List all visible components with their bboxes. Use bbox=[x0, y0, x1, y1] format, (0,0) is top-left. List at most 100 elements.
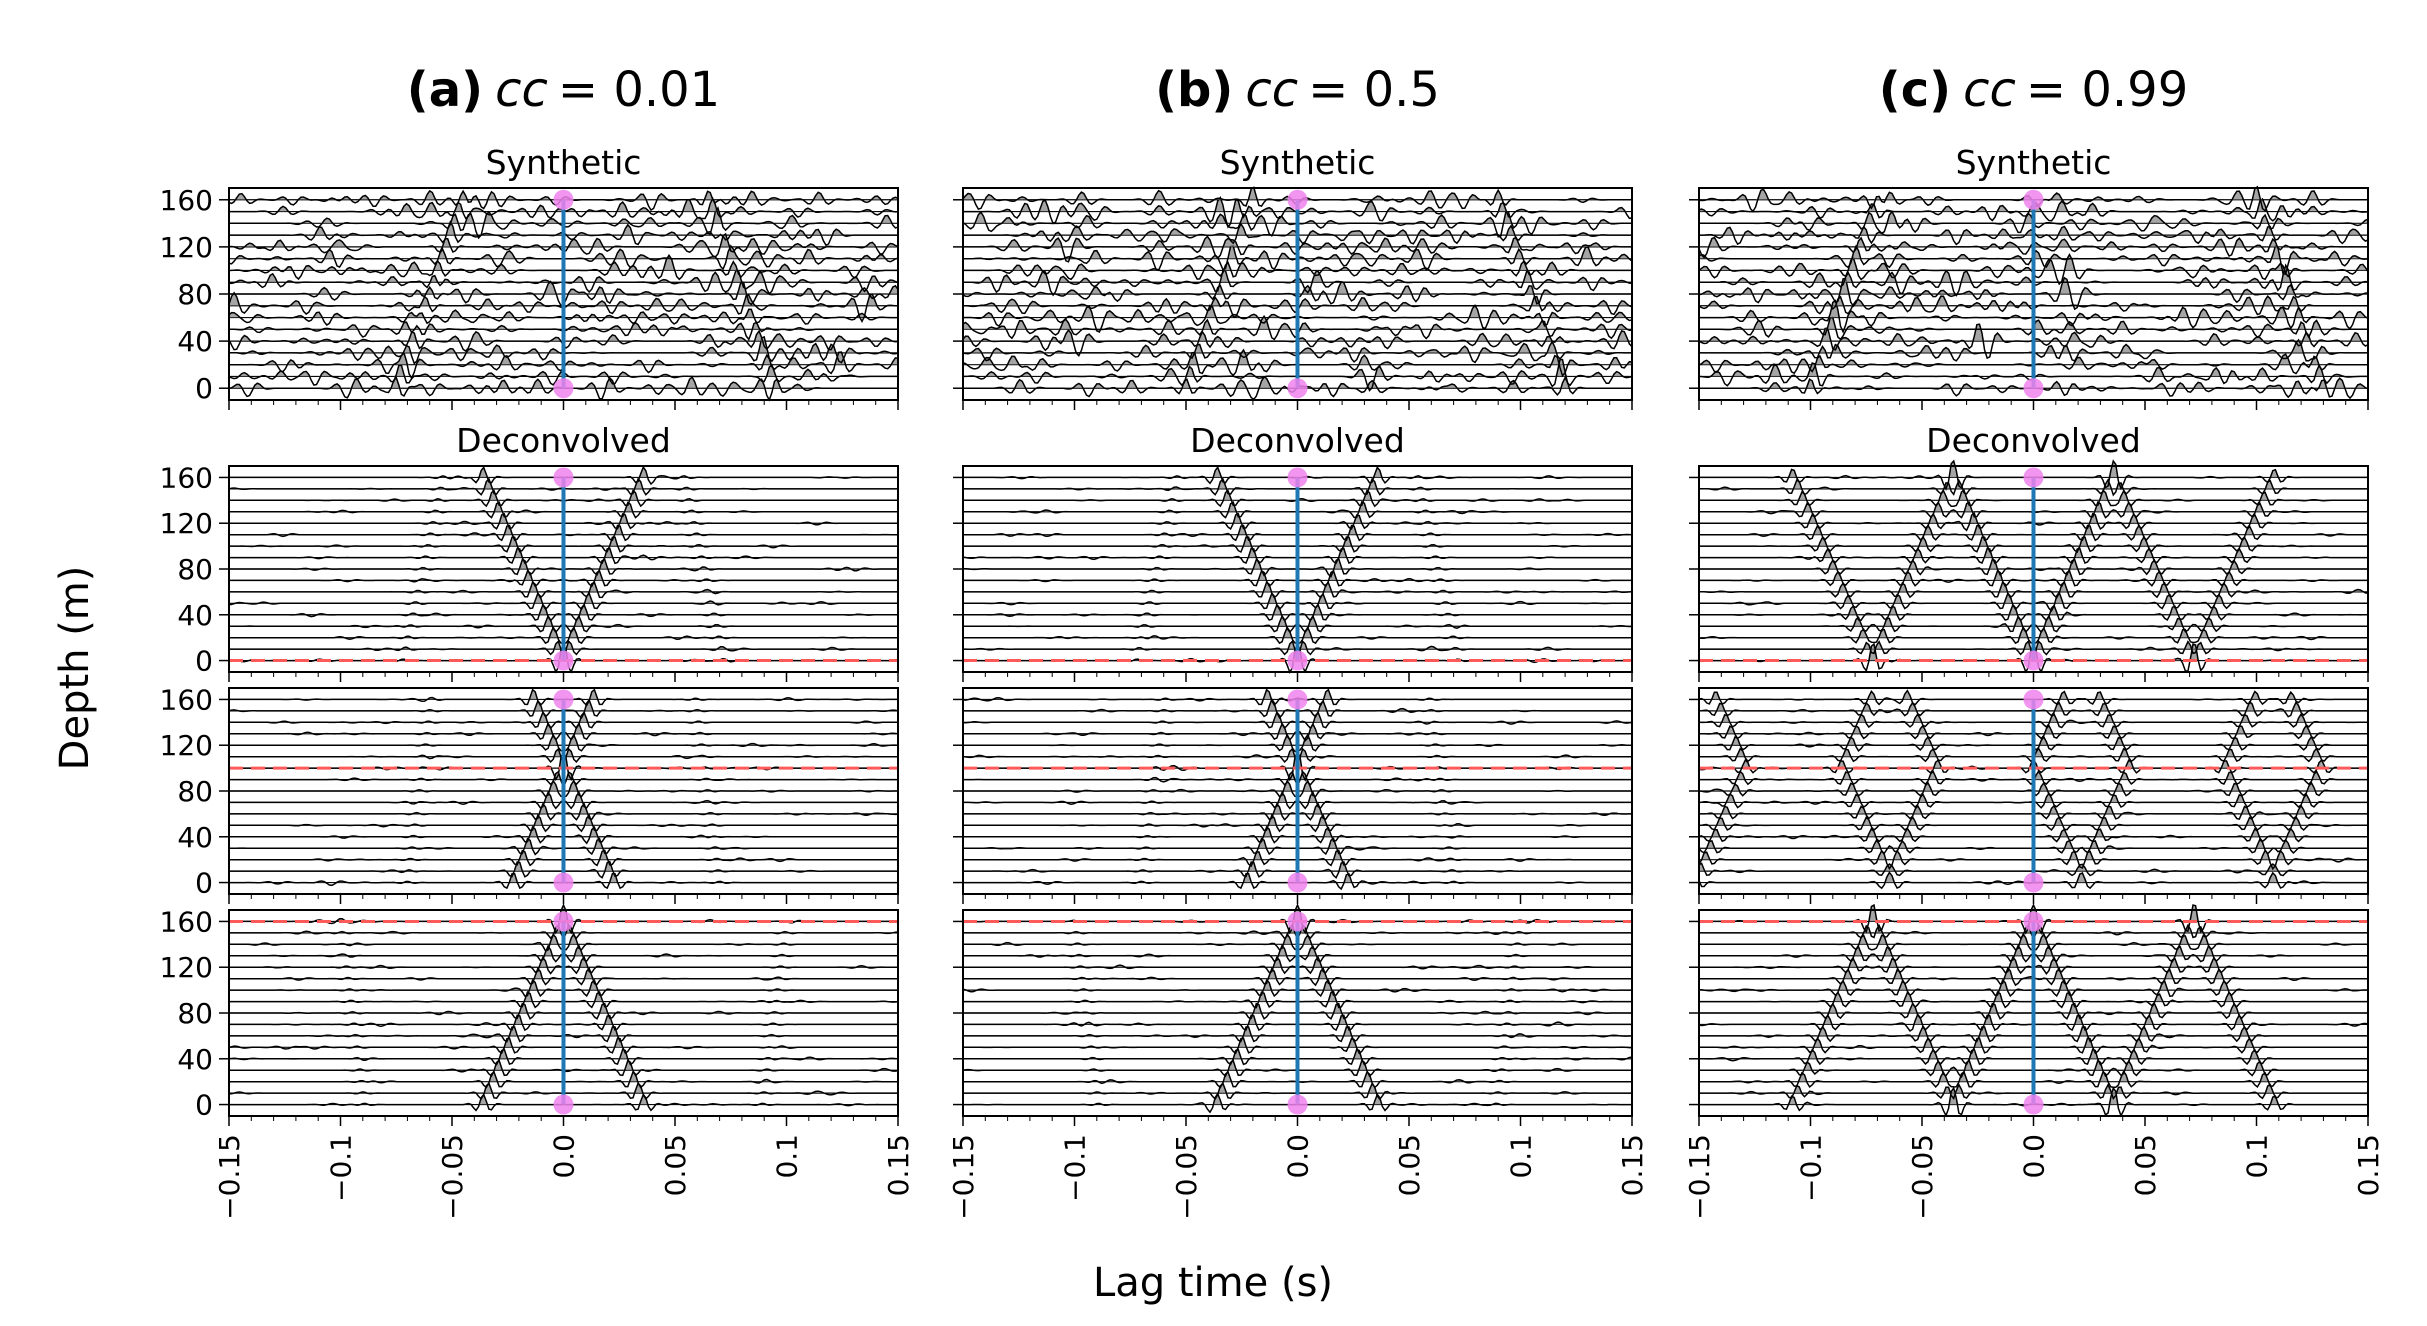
x-tick-label: −0.15 bbox=[947, 1134, 980, 1220]
trace-fill bbox=[963, 245, 1632, 259]
source-marker bbox=[2023, 378, 2044, 399]
x-tick-label: 0.1 bbox=[2241, 1134, 2274, 1179]
x-tick-label: −0.05 bbox=[1906, 1134, 1939, 1220]
y-tick-label: 120 bbox=[160, 231, 213, 264]
y-tick-label: 0 bbox=[195, 645, 213, 678]
column-title-label: (a) bbox=[407, 62, 483, 118]
x-tick-label: −0.15 bbox=[1683, 1134, 1716, 1220]
panel-deconvolved: −0.15 −0.1 −0.05 0.0 0.05 0.1 0.15 bbox=[947, 903, 1649, 1220]
x-tick-label: 0.1 bbox=[771, 1134, 804, 1179]
source-marker bbox=[2023, 189, 2044, 210]
source-marker bbox=[553, 872, 574, 893]
trace-fill bbox=[1699, 340, 2368, 353]
source-marker bbox=[1287, 650, 1308, 671]
y-tick-label: 160 bbox=[160, 683, 213, 716]
panel-deconvolved: 0 40 80 120 160 bbox=[160, 683, 899, 904]
panel-title: Deconvolved bbox=[1926, 421, 2141, 460]
y-tick-label: 80 bbox=[177, 553, 213, 586]
trace-fill bbox=[963, 377, 1632, 389]
y-tick-label: 40 bbox=[177, 821, 213, 854]
trace-fill bbox=[1699, 1003, 2368, 1013]
column-title-cc-value: = 0.01 bbox=[558, 62, 720, 118]
y-tick-label: 0 bbox=[195, 372, 213, 405]
panel-deconvolved bbox=[1689, 687, 2369, 904]
source-marker bbox=[2023, 872, 2044, 893]
source-marker bbox=[1287, 189, 1308, 210]
x-tick-label: −0.1 bbox=[325, 1134, 358, 1202]
panel-deconvolved: Deconvolved bbox=[1689, 421, 2369, 682]
column-title-cc-value: = 0.99 bbox=[2026, 62, 2188, 118]
trace-fill bbox=[1699, 782, 2368, 791]
panel-synthetic: Synthetic bbox=[953, 143, 1633, 410]
trace-fill bbox=[229, 641, 898, 650]
x-tick-label: 0.05 bbox=[659, 1134, 692, 1196]
y-tick-label: 160 bbox=[160, 184, 213, 217]
y-tick-label: 40 bbox=[177, 1043, 213, 1076]
panel-deconvolved: Deconvolved bbox=[953, 421, 1633, 682]
column-title-label: (b) bbox=[1155, 62, 1233, 118]
column-title: (b) cc = 0.5 bbox=[1155, 62, 1440, 118]
x-tick-label: 0.0 bbox=[1282, 1134, 1315, 1179]
panel-deconvolved bbox=[953, 687, 1633, 904]
x-tick-label: −0.15 bbox=[213, 1134, 246, 1220]
panel-title: Synthetic bbox=[486, 143, 642, 182]
x-tick-label: 0.15 bbox=[882, 1134, 915, 1196]
x-tick-label: 0.15 bbox=[2352, 1134, 2385, 1196]
trace-fill bbox=[963, 341, 1632, 353]
column-title-cc-symbol: cc bbox=[1245, 62, 1298, 118]
source-marker bbox=[553, 650, 574, 671]
x-tick-label: 0.05 bbox=[1393, 1134, 1426, 1196]
source-marker bbox=[553, 467, 574, 488]
y-tick-label: 80 bbox=[177, 997, 213, 1030]
column-title: (a) cc = 0.01 bbox=[407, 62, 720, 118]
trace-fill bbox=[1699, 277, 2368, 294]
x-axis-label: Lag time (s) bbox=[1093, 1260, 1333, 1306]
y-tick-label: 160 bbox=[160, 905, 213, 938]
source-marker bbox=[2023, 689, 2044, 710]
trace-fill bbox=[963, 236, 1632, 247]
panel-synthetic: Synthetic 0 40 80 120 160 bbox=[160, 143, 899, 410]
source-marker bbox=[553, 689, 574, 710]
source-marker bbox=[553, 911, 574, 932]
x-tick-label: −0.1 bbox=[1059, 1134, 1092, 1202]
trace-fill bbox=[1699, 378, 2368, 389]
y-tick-label: 120 bbox=[160, 729, 213, 762]
column-title-cc-value: = 0.5 bbox=[1308, 62, 1440, 118]
column-title-label: (c) bbox=[1879, 62, 1951, 118]
y-tick-label: 80 bbox=[177, 775, 213, 808]
panel-synthetic: Synthetic bbox=[1689, 143, 2369, 410]
trace-fill bbox=[1699, 559, 2368, 569]
trace-fill bbox=[1699, 737, 2368, 746]
column-title-cc-symbol: cc bbox=[1963, 62, 2016, 118]
source-marker bbox=[2023, 467, 2044, 488]
source-marker bbox=[1287, 378, 1308, 399]
source-marker bbox=[1287, 911, 1308, 932]
panel-deconvolved: 0 40 80 120 160 −0.15 −0.1 −0.05 0.0 0.05 0.1 0.15 bbox=[160, 903, 915, 1220]
panel-deconvolved: Deconvolved 0 40 80 120 160 bbox=[160, 421, 899, 682]
panel-deconvolved: −0.15 −0.1 −0.05 0.0 0.05 0.1 0.15 bbox=[1683, 903, 2385, 1220]
source-marker bbox=[1287, 1094, 1308, 1115]
trace-fill bbox=[1699, 226, 2368, 236]
source-marker bbox=[1287, 689, 1308, 710]
x-tick-label: 0.15 bbox=[1616, 1134, 1649, 1196]
panel-title: Deconvolved bbox=[1190, 421, 1405, 460]
x-tick-label: 0.05 bbox=[2129, 1134, 2162, 1196]
source-marker bbox=[2023, 911, 2044, 932]
y-tick-label: 160 bbox=[160, 461, 213, 494]
x-tick-label: 0.1 bbox=[1505, 1134, 1538, 1179]
x-tick-label: −0.1 bbox=[1795, 1134, 1828, 1202]
x-tick-label: −0.05 bbox=[1170, 1134, 1203, 1220]
trace-fill bbox=[229, 292, 898, 306]
x-tick-label: −0.05 bbox=[436, 1134, 469, 1220]
trace-fill bbox=[963, 187, 1632, 200]
source-marker bbox=[553, 378, 574, 399]
source-marker bbox=[553, 189, 574, 210]
panel-title: Synthetic bbox=[1956, 143, 2112, 182]
y-tick-label: 120 bbox=[160, 951, 213, 984]
x-tick-label: 0.0 bbox=[2018, 1134, 2051, 1179]
source-marker bbox=[2023, 1094, 2044, 1115]
panel-title: Deconvolved bbox=[456, 421, 671, 460]
